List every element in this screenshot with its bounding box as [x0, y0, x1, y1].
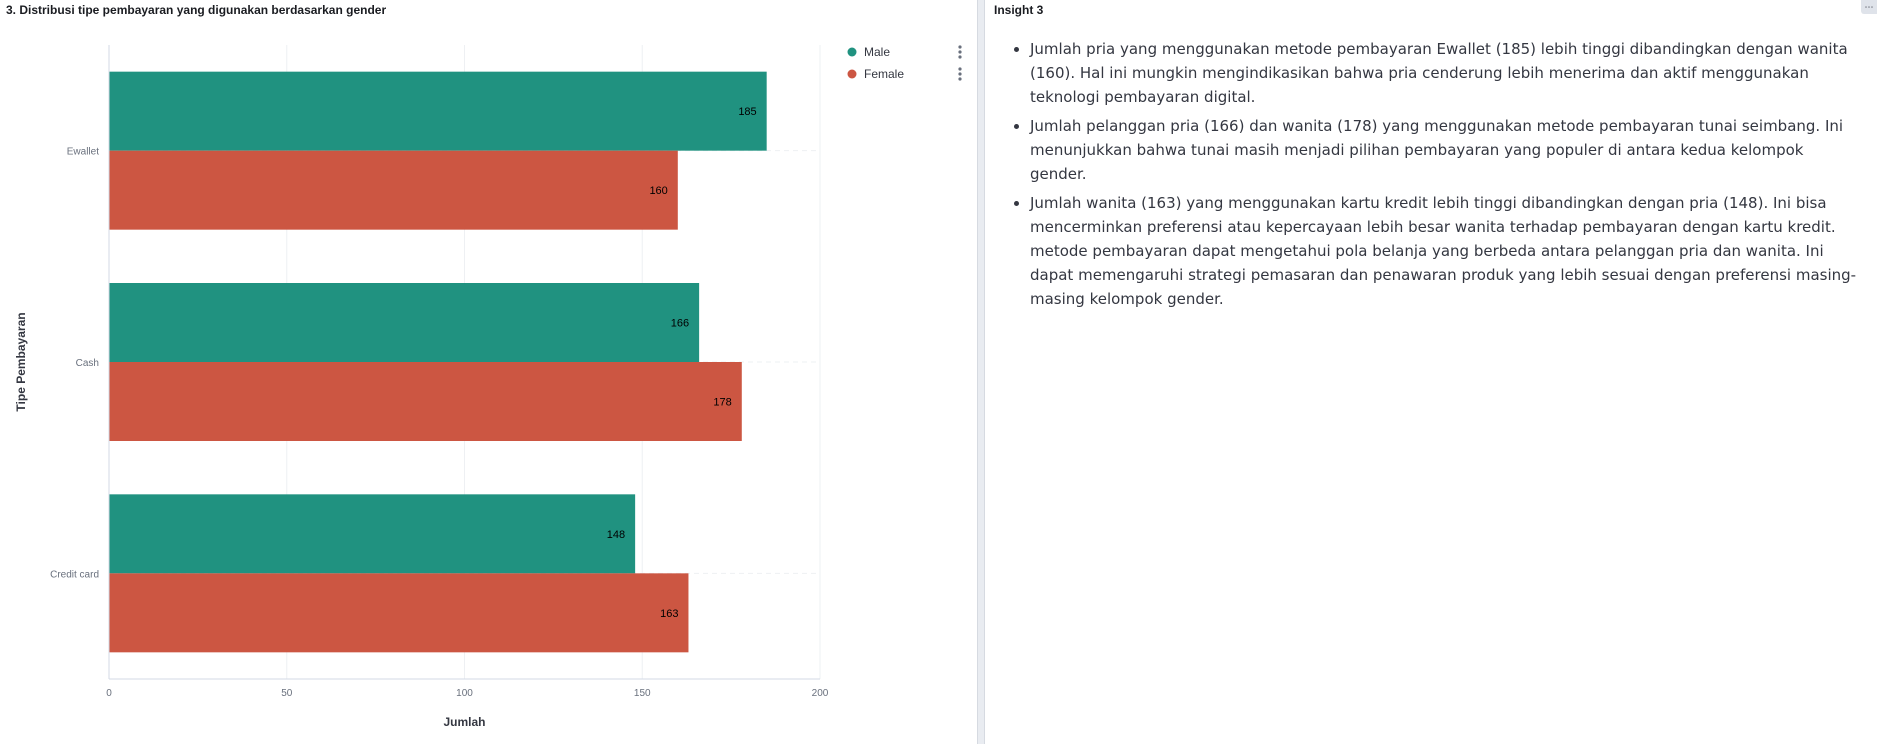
- bar-male: [109, 71, 767, 151]
- legend-label-male: Male: [864, 45, 890, 59]
- panel-resize-divider[interactable]: [977, 0, 985, 744]
- legend-label-female: Female: [864, 67, 904, 81]
- bar-female: [109, 573, 689, 653]
- y-tick-label: Cash: [76, 358, 99, 369]
- legend-options-icon[interactable]: [958, 45, 962, 49]
- insight-bullet-3: Jumlah wanita (163) yang menggunakan kar…: [1030, 191, 1864, 311]
- bar-value-label: 166: [671, 318, 689, 330]
- y-axis-title: Tipe Pembayaran: [14, 312, 28, 411]
- legend-swatch-male: [847, 47, 857, 57]
- bar-chart: Ewallet 185 160 Cash 166 178 Credit card 148 163…: [14, 45, 962, 729]
- bar-male: [109, 494, 636, 574]
- bar-female: [109, 150, 678, 230]
- x-tick-label: 150: [634, 688, 651, 699]
- legend-options-icon[interactable]: [958, 50, 962, 54]
- legend-options-icon[interactable]: [958, 55, 962, 59]
- insight-bullet-1: Jumlah pria yang menggunakan metode pemb…: [1030, 37, 1864, 109]
- bar-value-label: 160: [649, 185, 667, 197]
- legend-swatch-female: [847, 69, 857, 79]
- y-tick-label: Credit card: [50, 569, 99, 580]
- y-tick-label: Ewallet: [67, 147, 99, 158]
- bar-value-label: 148: [607, 529, 625, 541]
- legend-options-icon[interactable]: [958, 67, 962, 71]
- insight-list: Jumlah pria yang menggunakan metode pemb…: [994, 37, 1864, 311]
- legend-options-icon[interactable]: [958, 72, 962, 76]
- insight-panel-title: Insight 3: [994, 3, 1044, 17]
- insight-bullet-2: Jumlah pelanggan pria (166) dan wanita (…: [1030, 114, 1864, 186]
- legend-options-icon[interactable]: [958, 77, 962, 81]
- chart-panel-title: 3. Distribusi tipe pembayaran yang digun…: [6, 3, 387, 17]
- bar-female: [109, 362, 742, 441]
- bar-value-label: 178: [713, 397, 731, 409]
- bar-value-label: 185: [738, 106, 756, 118]
- x-tick-label: 50: [281, 688, 293, 699]
- bar-male: [109, 283, 700, 362]
- x-tick-label: 100: [456, 688, 473, 699]
- insight-text: Jumlah pria yang menggunakan metode pemb…: [994, 37, 1864, 316]
- bar-value-label: 163: [660, 608, 678, 620]
- panel-options-icon[interactable]: ⋯: [1861, 0, 1877, 14]
- insight-panel: Insight 3 Jumlah pria yang menggunakan m…: [985, 0, 1877, 744]
- x-tick-label: 200: [812, 688, 829, 699]
- chart-panel: 3. Distribusi tipe pembayaran yang digun…: [6, 3, 962, 729]
- x-tick-label: 0: [106, 688, 112, 699]
- x-axis-title: Jumlah: [443, 715, 485, 729]
